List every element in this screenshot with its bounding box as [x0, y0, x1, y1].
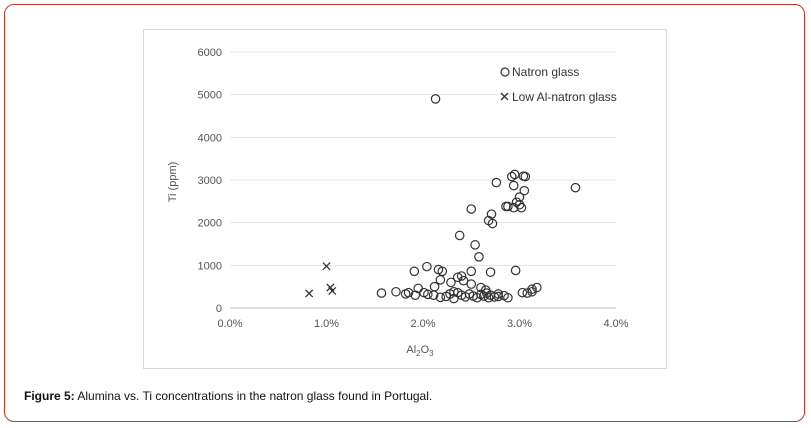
x-tick-label: 0.0% [217, 318, 242, 330]
natron-glass-point [478, 291, 489, 301]
natron-glass-point [501, 201, 511, 212]
x-tick-label: 3.0% [507, 318, 532, 330]
y-tick-label: 2000 [198, 218, 222, 230]
natron-glass-point [474, 252, 484, 262]
natron-glass-point [491, 177, 502, 188]
natron-glass-point [454, 230, 465, 241]
natron-glass-point [428, 290, 439, 300]
caption-label: Figure 5: [24, 389, 75, 403]
natron-glass-point [470, 240, 480, 250]
natron-glass-point [485, 267, 496, 277]
y-tick-label: 3000 [198, 175, 222, 187]
natron-glass-point [429, 281, 440, 292]
legend-circle-marker [500, 67, 510, 77]
natron-glass-point [506, 171, 517, 182]
legend-natron-label: Natron glass [512, 65, 579, 79]
low-al-natron-point [305, 289, 314, 298]
natron-glass-point [514, 199, 525, 210]
legend-low-al-label: Low Al-natron glass [512, 90, 617, 104]
natron-glass-point [516, 202, 527, 213]
y-tick-label: 0 [216, 303, 222, 315]
low-al-natron-point [322, 262, 331, 271]
natron-glass-point [493, 289, 504, 299]
natron-glass-point [570, 182, 581, 193]
natron-glass-point [476, 282, 486, 293]
natron-glass-point [511, 197, 522, 207]
natron-glass-point [435, 292, 446, 303]
natron-glass-point [466, 204, 477, 214]
natron-glass-point [456, 271, 467, 281]
scatter-chart: 0 1000 2000 3000 4000 5000 6000 0.0% 1.0% 2.0% 3.… [167, 47, 629, 358]
natron-glass-point [486, 209, 497, 219]
legend: Natron glass Low Al-natron glass [500, 65, 617, 104]
natron-glass-point [446, 277, 456, 288]
natron-glass-point [509, 169, 520, 180]
natron-glass-point [430, 94, 441, 104]
y-axis-label: Ti (ppm) [167, 162, 179, 203]
x-marker-stroke [326, 283, 335, 292]
x-tick-label: 4.0% [603, 318, 628, 330]
natron-glass-point [520, 171, 531, 182]
legend-x-marker [500, 92, 509, 101]
natron-glass-point [519, 185, 530, 196]
natron-glass-point [510, 265, 521, 276]
natron-glass-point [527, 284, 537, 295]
natron-glass-point [410, 290, 421, 300]
natron-glass-point [527, 286, 537, 297]
natron-glass-point [376, 288, 387, 298]
natron-glass-point [435, 275, 446, 285]
natron-glass-point [503, 292, 513, 303]
caption-text: Alumina vs. Ti concentrations in the nat… [77, 389, 433, 403]
y-tick-label: 5000 [198, 90, 222, 102]
x-marker-stroke [322, 262, 331, 271]
natron-glass-point [458, 275, 469, 286]
natron-glass-point [487, 218, 498, 229]
natron-glass-point [483, 292, 494, 303]
natron-glass-point [466, 279, 477, 289]
natron-glass-point [514, 192, 525, 202]
y-tick-labels: 0 1000 2000 3000 4000 5000 6000 [198, 47, 222, 315]
natron-glass-point [493, 291, 504, 302]
natron-glass-point [422, 261, 432, 272]
natron-glass-point [508, 202, 519, 213]
figure-caption: Figure 5: Alumina vs. Ti concentrations … [24, 389, 432, 403]
x-marker-stroke [305, 289, 314, 298]
natron-glass-point [449, 286, 459, 297]
y-tick-label: 1000 [198, 260, 222, 272]
x-axis-label: Al2O3 [406, 344, 434, 358]
natron-glass-point [508, 180, 519, 191]
x-marker-stroke [328, 286, 337, 295]
natron-glass-point [403, 287, 414, 298]
chart-container: 0 1000 2000 3000 4000 5000 6000 0.0% 1.0% 2.0% 3.… [143, 29, 667, 369]
figure-frame [4, 4, 805, 422]
natron-glass-point [391, 286, 401, 297]
y-tick-label: 6000 [198, 47, 222, 59]
x-tick-label: 2.0% [410, 318, 435, 330]
y-tick-label: 4000 [198, 132, 222, 144]
x-tick-labels: 0.0% 1.0% 2.0% 3.0% 4.0% [217, 318, 628, 330]
natron-glass-point [466, 266, 477, 277]
gridlines [230, 51, 616, 309]
natron-glass-point [409, 266, 420, 277]
natron-glass-point [503, 201, 513, 212]
natron-glass-point [517, 287, 528, 298]
x-tick-label: 1.0% [314, 318, 339, 330]
low-al-natron-point [328, 286, 337, 295]
data-points [305, 94, 581, 304]
natron-glass-point [423, 289, 433, 300]
